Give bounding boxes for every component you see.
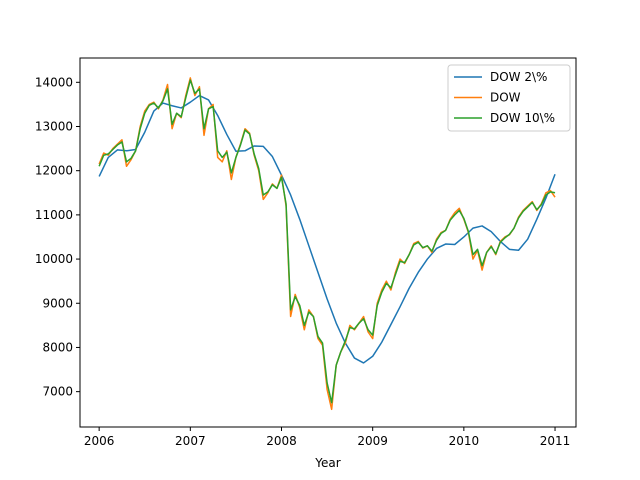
x-tick-label: 2006 — [84, 434, 115, 448]
y-tick-label: 14000 — [35, 75, 73, 89]
series-layer — [98, 77, 556, 411]
x-tick-label: 2007 — [175, 434, 206, 448]
legend-box — [447, 64, 571, 132]
y-tick-label: 8000 — [42, 340, 73, 354]
y-tick-label: 11000 — [35, 208, 73, 222]
y-tick-label: 9000 — [42, 296, 73, 310]
x-axis: 2006 2007 2008 2009 2010 2011 — [84, 427, 570, 448]
y-tick-label: 10000 — [35, 252, 73, 266]
y-axis: 7000 8000 9000 10000 11000 12000 13000 14000 — [35, 75, 80, 399]
legend-label-0: DOW 2\% — [490, 70, 547, 84]
legend-label-2: DOW 10\% — [490, 111, 555, 125]
series-line-0 — [98, 94, 556, 364]
legend-label-1: DOW — [490, 91, 521, 105]
y-tick-label: 7000 — [42, 385, 73, 399]
x-tick-label: 2011 — [540, 434, 571, 448]
series-line-2 — [98, 79, 556, 404]
y-tick-label: 12000 — [35, 164, 73, 178]
legend: DOW 2\% DOW DOW 10\% — [447, 64, 571, 132]
axes-frame — [79, 57, 577, 428]
x-tick-label: 2009 — [357, 434, 388, 448]
x-tick-label: 2010 — [449, 434, 480, 448]
x-axis-label: Year — [314, 456, 340, 470]
y-tick-label: 13000 — [35, 119, 73, 133]
x-tick-label: 2008 — [266, 434, 297, 448]
